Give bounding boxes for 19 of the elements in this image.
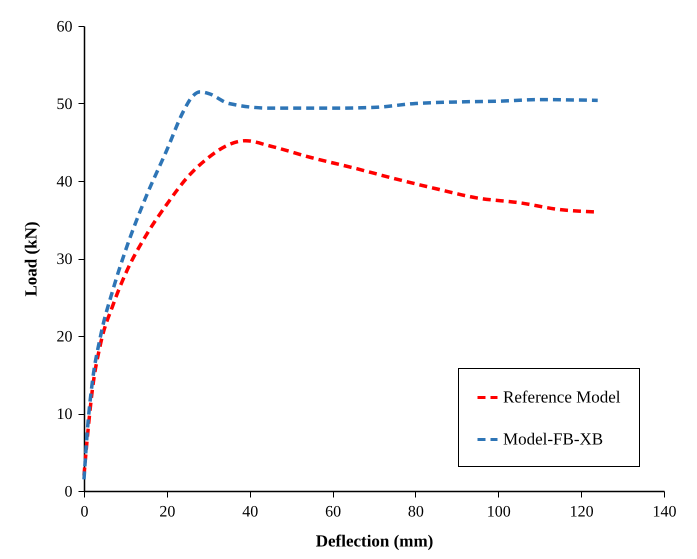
x-tick-label: 40 [242,504,258,520]
y-axis-title: Load (kN) [22,221,40,297]
x-tick-label: 100 [486,504,511,520]
x-tick-label: 140 [652,504,676,520]
x-tick-label: 20 [159,504,176,520]
x-tick-label: 0 [80,504,88,520]
y-tick-label: 60 [56,18,72,36]
x-tick-label: 80 [408,504,424,520]
x-tick-label: 120 [570,504,594,520]
y-tick-label: 30 [56,251,72,268]
x-axis-title: Deflection (mm) [316,532,434,550]
y-tick-label: 20 [56,328,72,346]
y-tick-label: 40 [56,174,72,190]
legend-label: Reference Model [503,388,621,406]
y-tick-label: 10 [56,406,72,423]
y-tick-label: 0 [64,484,72,500]
legend-label: Model-FB-XB [503,430,604,448]
x-tick-label: 60 [325,504,342,520]
y-tick-label: 50 [56,96,72,113]
